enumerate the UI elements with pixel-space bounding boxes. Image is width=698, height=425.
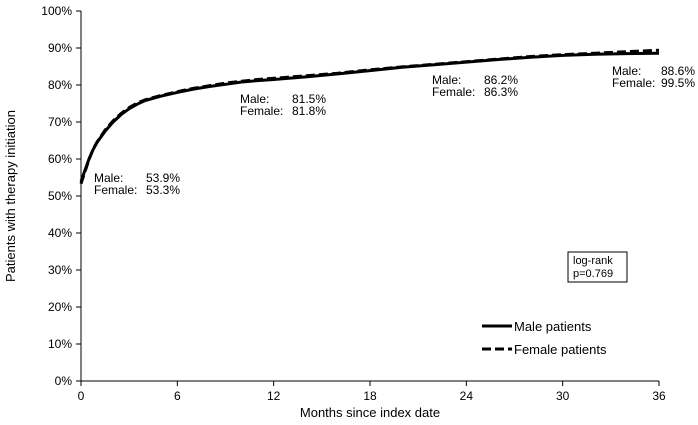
annotation-male-value: 53.9% [146, 171, 180, 185]
x-tick-label: 30 [556, 389, 570, 403]
annotation-female-label: Female: [94, 183, 137, 197]
annotation-female-label: Female: [240, 104, 283, 118]
y-tick-label: 60% [48, 152, 72, 166]
annotation-male-label: Male: [612, 64, 641, 78]
x-tick-label: 0 [78, 389, 85, 403]
legend: Male patients Female patients [482, 319, 607, 357]
annotation-female-value: 53.3% [146, 183, 180, 197]
x-tick-label: 12 [267, 389, 281, 403]
y-tick-label: 40% [48, 226, 72, 240]
x-tick-label: 18 [363, 389, 377, 403]
annotation-female-value: 99.5% [661, 76, 695, 90]
test-box-frame [567, 251, 628, 283]
y-tick-label: 100% [41, 4, 72, 18]
y-tick-label: 0% [55, 374, 73, 388]
legend-label-female: Female patients [514, 342, 607, 357]
male-patients-line [79, 51, 660, 183]
annotation-male-value: 86.2% [484, 73, 518, 87]
x-axis-label: Months since index date [300, 405, 440, 420]
annotation-male-label: Male: [432, 73, 461, 87]
annotation-male-value: 88.6% [661, 64, 695, 78]
x-tick-label: 36 [652, 389, 666, 403]
annotation-male-value: 81.5% [292, 92, 326, 106]
annotation-female-value: 86.3% [484, 85, 518, 99]
annotation-male-label: Male: [240, 92, 269, 106]
series-group [79, 48, 660, 185]
annotation-female-label: Female: [612, 76, 655, 90]
annotations: Male: 53.9% Female: 53.3% Male: 81.5% Female: 8… [94, 64, 695, 197]
test-box-line2: p=0.769 [573, 268, 613, 280]
annotation-male-label: Male: [94, 171, 123, 185]
y-tick-label: 70% [48, 115, 72, 129]
y-tick-label: 80% [48, 78, 72, 92]
legend-label-male: Male patients [514, 319, 592, 334]
annotation-female-value: 81.8% [292, 104, 326, 118]
annotation-female-label: Female: [432, 85, 475, 99]
test-box-line1: log-rank [573, 255, 613, 267]
x-ticks: 0 6 12 18 24 30 36 [78, 381, 666, 403]
y-tick-label: 20% [48, 300, 72, 314]
y-tick-label: 10% [48, 337, 72, 351]
x-tick-label: 6 [174, 389, 181, 403]
y-axis-label: Patients with therapy initiation [3, 110, 18, 282]
y-tick-label: 30% [48, 263, 72, 277]
y-tick-label: 50% [48, 189, 72, 203]
y-tick-label: 90% [48, 41, 72, 55]
test-box: log-rank p=0.769 [567, 251, 628, 283]
x-tick-label: 24 [460, 389, 474, 403]
y-ticks: 0% 10% 20% 30% 40% 50% 60% 70% 80% 90% 100% [41, 4, 81, 388]
female-patients-line [79, 48, 660, 185]
